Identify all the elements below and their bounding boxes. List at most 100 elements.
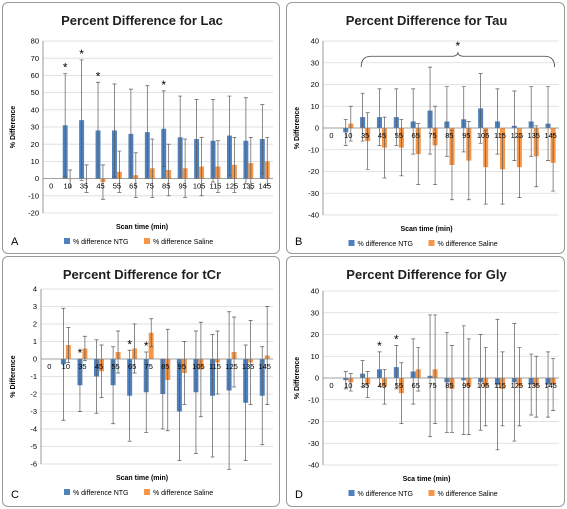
legend-swatch-saline: [144, 238, 150, 244]
chart-lac: Percent Difference for Lac -20 -10 0 10 20 30 4…: [10, 13, 273, 248]
x-tick-label: 145: [544, 131, 557, 140]
x-tick-label: 10: [344, 131, 352, 140]
panel-tau: Percent Difference for Tau -40 -30 -20 -10 0 1…: [286, 2, 565, 254]
x-tick-label: 55: [395, 381, 403, 390]
panel-letter: B: [295, 236, 302, 248]
y-tick-label: 50: [31, 88, 39, 97]
legend-label-saline: % difference Saline: [153, 490, 213, 497]
x-tick-label: 85: [445, 131, 453, 140]
x-tick-label: 55: [111, 362, 119, 371]
x-tick-label: 45: [378, 131, 386, 140]
y-tick-label: -40: [308, 211, 319, 220]
x-tick-label: 135: [242, 362, 255, 371]
y-tick-label: 2: [33, 320, 37, 329]
significance-star: *: [96, 69, 101, 83]
legend-label-saline: % difference Saline: [438, 241, 498, 248]
x-tick-label: 145: [258, 362, 271, 371]
legend-label-ntg: % difference NTG: [73, 490, 129, 497]
x-tick-label: 75: [428, 131, 436, 140]
x-tick-label: 135: [242, 182, 255, 191]
y-axis-label: % Difference: [10, 355, 17, 398]
y-tick-label: 0: [315, 124, 319, 133]
y-tick-label: -3: [30, 407, 37, 416]
x-tick-label: 85: [161, 362, 169, 371]
y-tick-label: 0: [33, 355, 37, 364]
x-tick-label: 75: [145, 362, 153, 371]
x-tick-label: 55: [395, 131, 403, 140]
x-tick-label: 85: [445, 381, 453, 390]
x-tick-label: 95: [178, 362, 186, 371]
legend-label-ntg: % difference NTG: [73, 239, 129, 246]
y-tick-label: 30: [31, 123, 39, 132]
x-tick-label: 105: [192, 362, 205, 371]
significance-star: *: [79, 47, 84, 61]
significance-star: *: [161, 78, 166, 92]
x-tick-label: 10: [62, 362, 70, 371]
x-tick-label: 125: [511, 131, 524, 140]
panel-gly: Percent Difference for Gly -40 -30 -20 -10 0 1…: [286, 256, 565, 507]
x-tick-label: 145: [259, 182, 272, 191]
y-tick-label: -10: [308, 395, 319, 404]
y-tick-label: -20: [28, 209, 39, 218]
y-tick-label: 40: [311, 287, 319, 296]
panel-letter: A: [11, 236, 19, 248]
y-tick-label: 4: [33, 285, 37, 294]
y-tick-label: -30: [308, 189, 319, 198]
y-tick-label: -2: [30, 390, 37, 399]
y-tick-label: 70: [31, 54, 39, 63]
y-tick-label: -6: [30, 460, 37, 469]
significance-star: *: [456, 39, 461, 53]
chart-tcr: Percent Difference for tCr -6 -5 -4 -3 -2 -1 0 1…: [10, 267, 273, 501]
significance-star: *: [144, 339, 149, 353]
x-tick-label: 95: [462, 381, 470, 390]
y-tick-label: 40: [311, 37, 319, 46]
y-tick-label: 40: [31, 105, 39, 114]
x-tick-label: 115: [494, 381, 506, 390]
x-tick-label: 85: [162, 182, 170, 191]
y-axis-label: % Difference: [294, 357, 301, 400]
x-tick-label: 35: [80, 182, 88, 191]
significance-star: *: [78, 346, 83, 360]
panel-lac: Percent Difference for Lac -20 -10 0 10 20 30 4…: [2, 2, 280, 254]
legend-swatch-ntg: [348, 490, 355, 496]
x-tick-label: 105: [477, 131, 490, 140]
x-tick-label: 65: [128, 362, 136, 371]
x-tick-label: 65: [129, 182, 137, 191]
x-tick-label: 75: [428, 381, 436, 390]
x-axis-label: Sca time (min): [403, 476, 451, 483]
x-tick-label: 145: [544, 381, 557, 390]
significance-bracket: [360, 52, 555, 68]
y-tick-label: 10: [311, 102, 319, 111]
legend-swatch-saline: [428, 490, 435, 496]
y-tick-label: -30: [308, 439, 319, 448]
x-tick-label: 10: [63, 182, 71, 191]
x-axis-label: Scan time (min): [116, 224, 168, 231]
chart-title: Percent Difference for Gly: [346, 267, 507, 282]
chart-tau: Percent Difference for Tau -40 -30 -20 -10 0 1…: [294, 13, 559, 248]
y-tick-label: 80: [31, 37, 39, 46]
x-tick-label: 0: [329, 131, 333, 140]
x-tick-label: 10: [344, 381, 352, 390]
x-tick-label: 95: [462, 131, 470, 140]
x-tick-label: 105: [477, 381, 490, 390]
y-tick-label: 30: [311, 308, 319, 317]
x-tick-label: 65: [412, 381, 420, 390]
chart-gly: Percent Difference for Gly -40 -30 -20 -10 0 1…: [294, 267, 559, 501]
y-tick-label: 1: [33, 337, 37, 346]
x-tick-label: 125: [511, 381, 524, 390]
y-tick-label: 30: [311, 58, 319, 67]
x-tick-label: 35: [78, 362, 86, 371]
legend-swatch-ntg: [348, 240, 355, 246]
legend-label-ntg: % difference NTG: [358, 491, 414, 498]
x-tick-label: 95: [178, 182, 186, 191]
y-tick-label: -10: [308, 145, 319, 154]
significance-star: *: [63, 61, 68, 75]
y-tick-label: -1: [30, 372, 37, 381]
y-tick-label: 10: [31, 157, 39, 166]
y-tick-label: 3: [33, 302, 37, 311]
legend-label-saline: % difference Saline: [438, 491, 498, 498]
x-tick-label: 0: [329, 381, 333, 390]
x-tick-label: 135: [527, 381, 540, 390]
y-tick-label: -40: [308, 461, 319, 470]
legend-swatch-saline: [428, 240, 435, 246]
